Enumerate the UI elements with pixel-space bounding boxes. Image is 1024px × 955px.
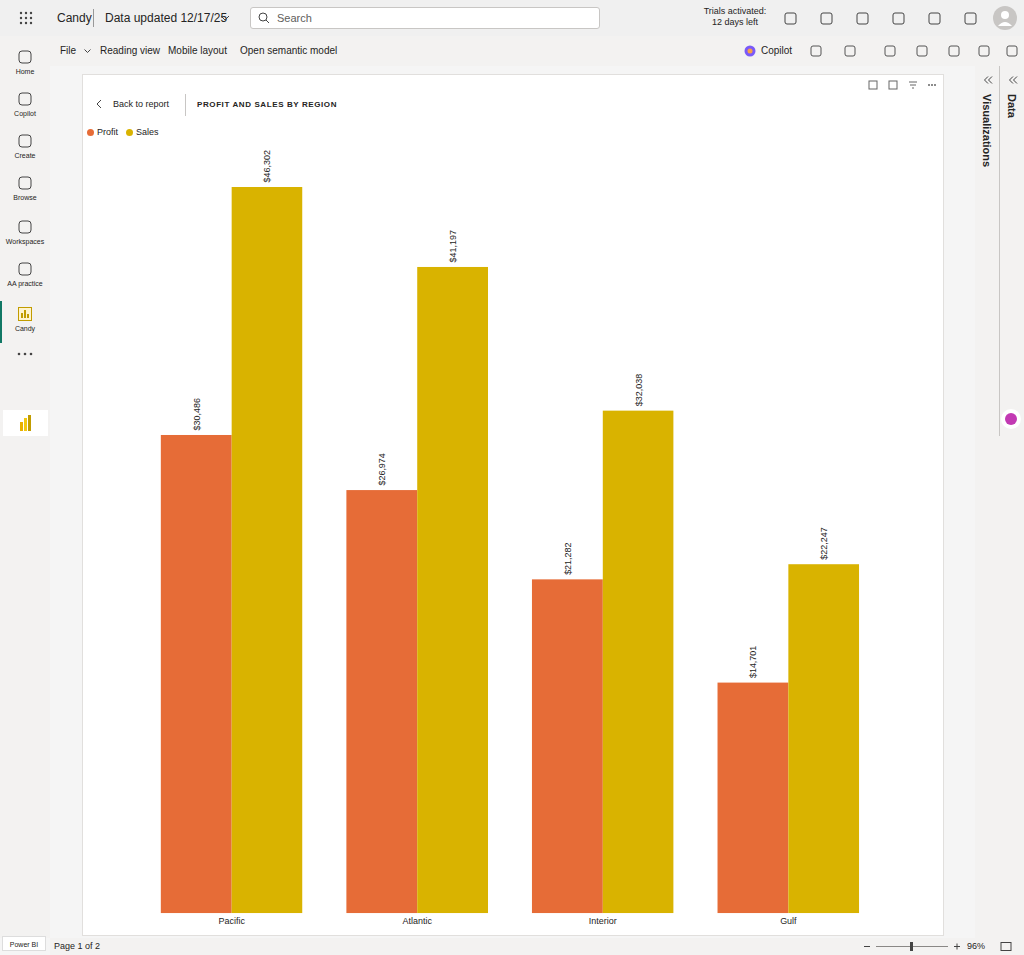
svg-text:Atlantic: Atlantic — [403, 916, 433, 926]
html-text:Data updated 12/17/25: Data updated 12/17/25 — [105, 11, 228, 25]
svg-text:$46,302: $46,302 — [262, 150, 272, 182]
html-text:Data: Data — [1006, 94, 1018, 118]
html-text:Open semantic model: Open semantic model — [240, 45, 338, 56]
svg-text:Gulf: Gulf — [780, 916, 797, 926]
html-text:12 days left: 12 days left — [712, 17, 758, 27]
html-text:Page 1 of 2: Page 1 of 2 — [54, 941, 100, 951]
html-text:Reading view: Reading view — [100, 45, 160, 56]
html-text:Sales: Sales — [136, 127, 159, 137]
html-text:Visualizations: Visualizations — [981, 94, 993, 168]
html-text:Workspaces: Workspaces — [5, 238, 45, 245]
svg-text:$21,282: $21,282 — [563, 542, 573, 574]
svg-text:$26,974: $26,974 — [377, 453, 387, 485]
html-text:Profit: Profit — [97, 127, 118, 137]
html-text:Mobile layout: Mobile layout — [168, 45, 227, 56]
html-text:Candy: Candy — [14, 325, 36, 332]
html-text:AA practice: AA practice — [7, 280, 43, 287]
svg-text:$14,701: $14,701 — [748, 646, 758, 678]
html-text:Create: Create — [14, 152, 36, 159]
html-text:File: File — [60, 45, 77, 56]
html-text:Back to report: Back to report — [113, 99, 169, 109]
html-text:Browse: Browse — [13, 194, 37, 201]
html-text:Search: Search — [277, 12, 312, 24]
html-text:Home: Home — [15, 68, 35, 75]
html-text:Power BI: Power BI — [9, 941, 39, 948]
html-text:Copilot: Copilot — [14, 110, 36, 117]
svg-text:Interior: Interior — [589, 916, 617, 926]
html-text:PROFIT AND SALES BY REGION: PROFIT AND SALES BY REGION — [197, 100, 338, 109]
svg-text:$30,486: $30,486 — [192, 398, 202, 430]
html-text:96%: 96% — [967, 941, 985, 951]
html-text:Trials activated:: Trials activated: — [703, 6, 767, 16]
svg-text:Pacific: Pacific — [218, 916, 245, 926]
html-text:Candy: Candy — [57, 11, 92, 25]
svg-text:$41,197: $41,197 — [448, 230, 458, 262]
html-text:Copilot: Copilot — [761, 45, 793, 56]
svg-text:$22,247: $22,247 — [819, 527, 829, 559]
svg-text:$32,038: $32,038 — [634, 374, 644, 406]
